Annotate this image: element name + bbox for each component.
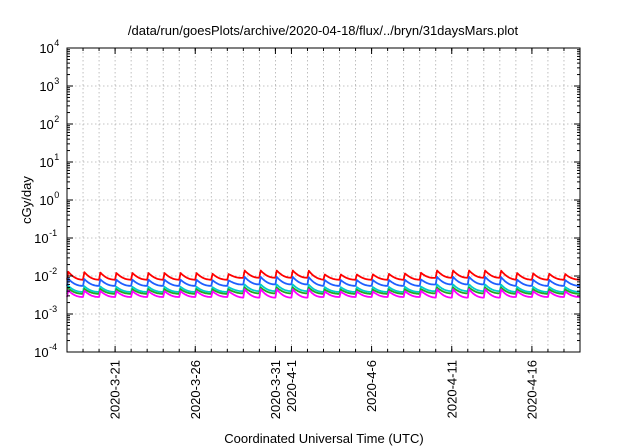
series-line-1 — [66, 269, 581, 281]
x-tick-label: 2020-4-6 — [364, 360, 379, 412]
y-tick-label: 10 — [39, 117, 53, 132]
y-tick-exponent: -4 — [49, 342, 57, 352]
y-tick-label: 10 — [39, 193, 53, 208]
series-line-5 — [66, 288, 581, 299]
y-tick-exponent: -2 — [49, 266, 57, 276]
series-line-2 — [66, 276, 581, 287]
y-tick-exponent: -1 — [49, 228, 57, 238]
x-tick-label: 2020-3-26 — [188, 360, 203, 419]
y-tick-exponent: 4 — [54, 38, 59, 48]
y-tick-exponent: 2 — [54, 114, 59, 124]
chart-title: /data/run/goesPlots/archive/2020-04-18/f… — [128, 23, 519, 38]
x-tick-label: 2020-4-16 — [524, 360, 539, 419]
series-lines — [66, 269, 581, 299]
y-axis-label: cGy/day — [19, 176, 34, 224]
x-tick-labels: 2020-3-21 2020-3-26 2020-3-31 2020-4-1 2020-… — [108, 360, 540, 419]
y-tick-label: 10 — [34, 345, 48, 360]
y-tick-exponent: 0 — [54, 190, 59, 200]
x-tick-label: 2020-3-21 — [108, 360, 123, 419]
x-tick-label: 2020-4-1 — [284, 360, 299, 412]
y-tick-label: 10 — [39, 155, 53, 170]
y-tick-label: 10 — [34, 269, 48, 284]
y-tick-label: 10 — [34, 307, 48, 322]
y-tick-exponent: -3 — [49, 304, 57, 314]
x-axis-label: Coordinated Universal Time (UTC) — [224, 431, 423, 446]
y-tick-label: 10 — [39, 41, 53, 56]
tick-marks — [66, 47, 581, 353]
x-tick-label: 2020-3-31 — [268, 360, 283, 419]
y-tick-label: 10 — [34, 231, 48, 246]
y-tick-exponent: 3 — [54, 76, 59, 86]
y-tick-label: 10 — [39, 79, 53, 94]
x-tick-label: 2020-4-11 — [444, 360, 459, 418]
grid — [67, 48, 580, 352]
y-tick-exponent: 1 — [54, 152, 59, 162]
